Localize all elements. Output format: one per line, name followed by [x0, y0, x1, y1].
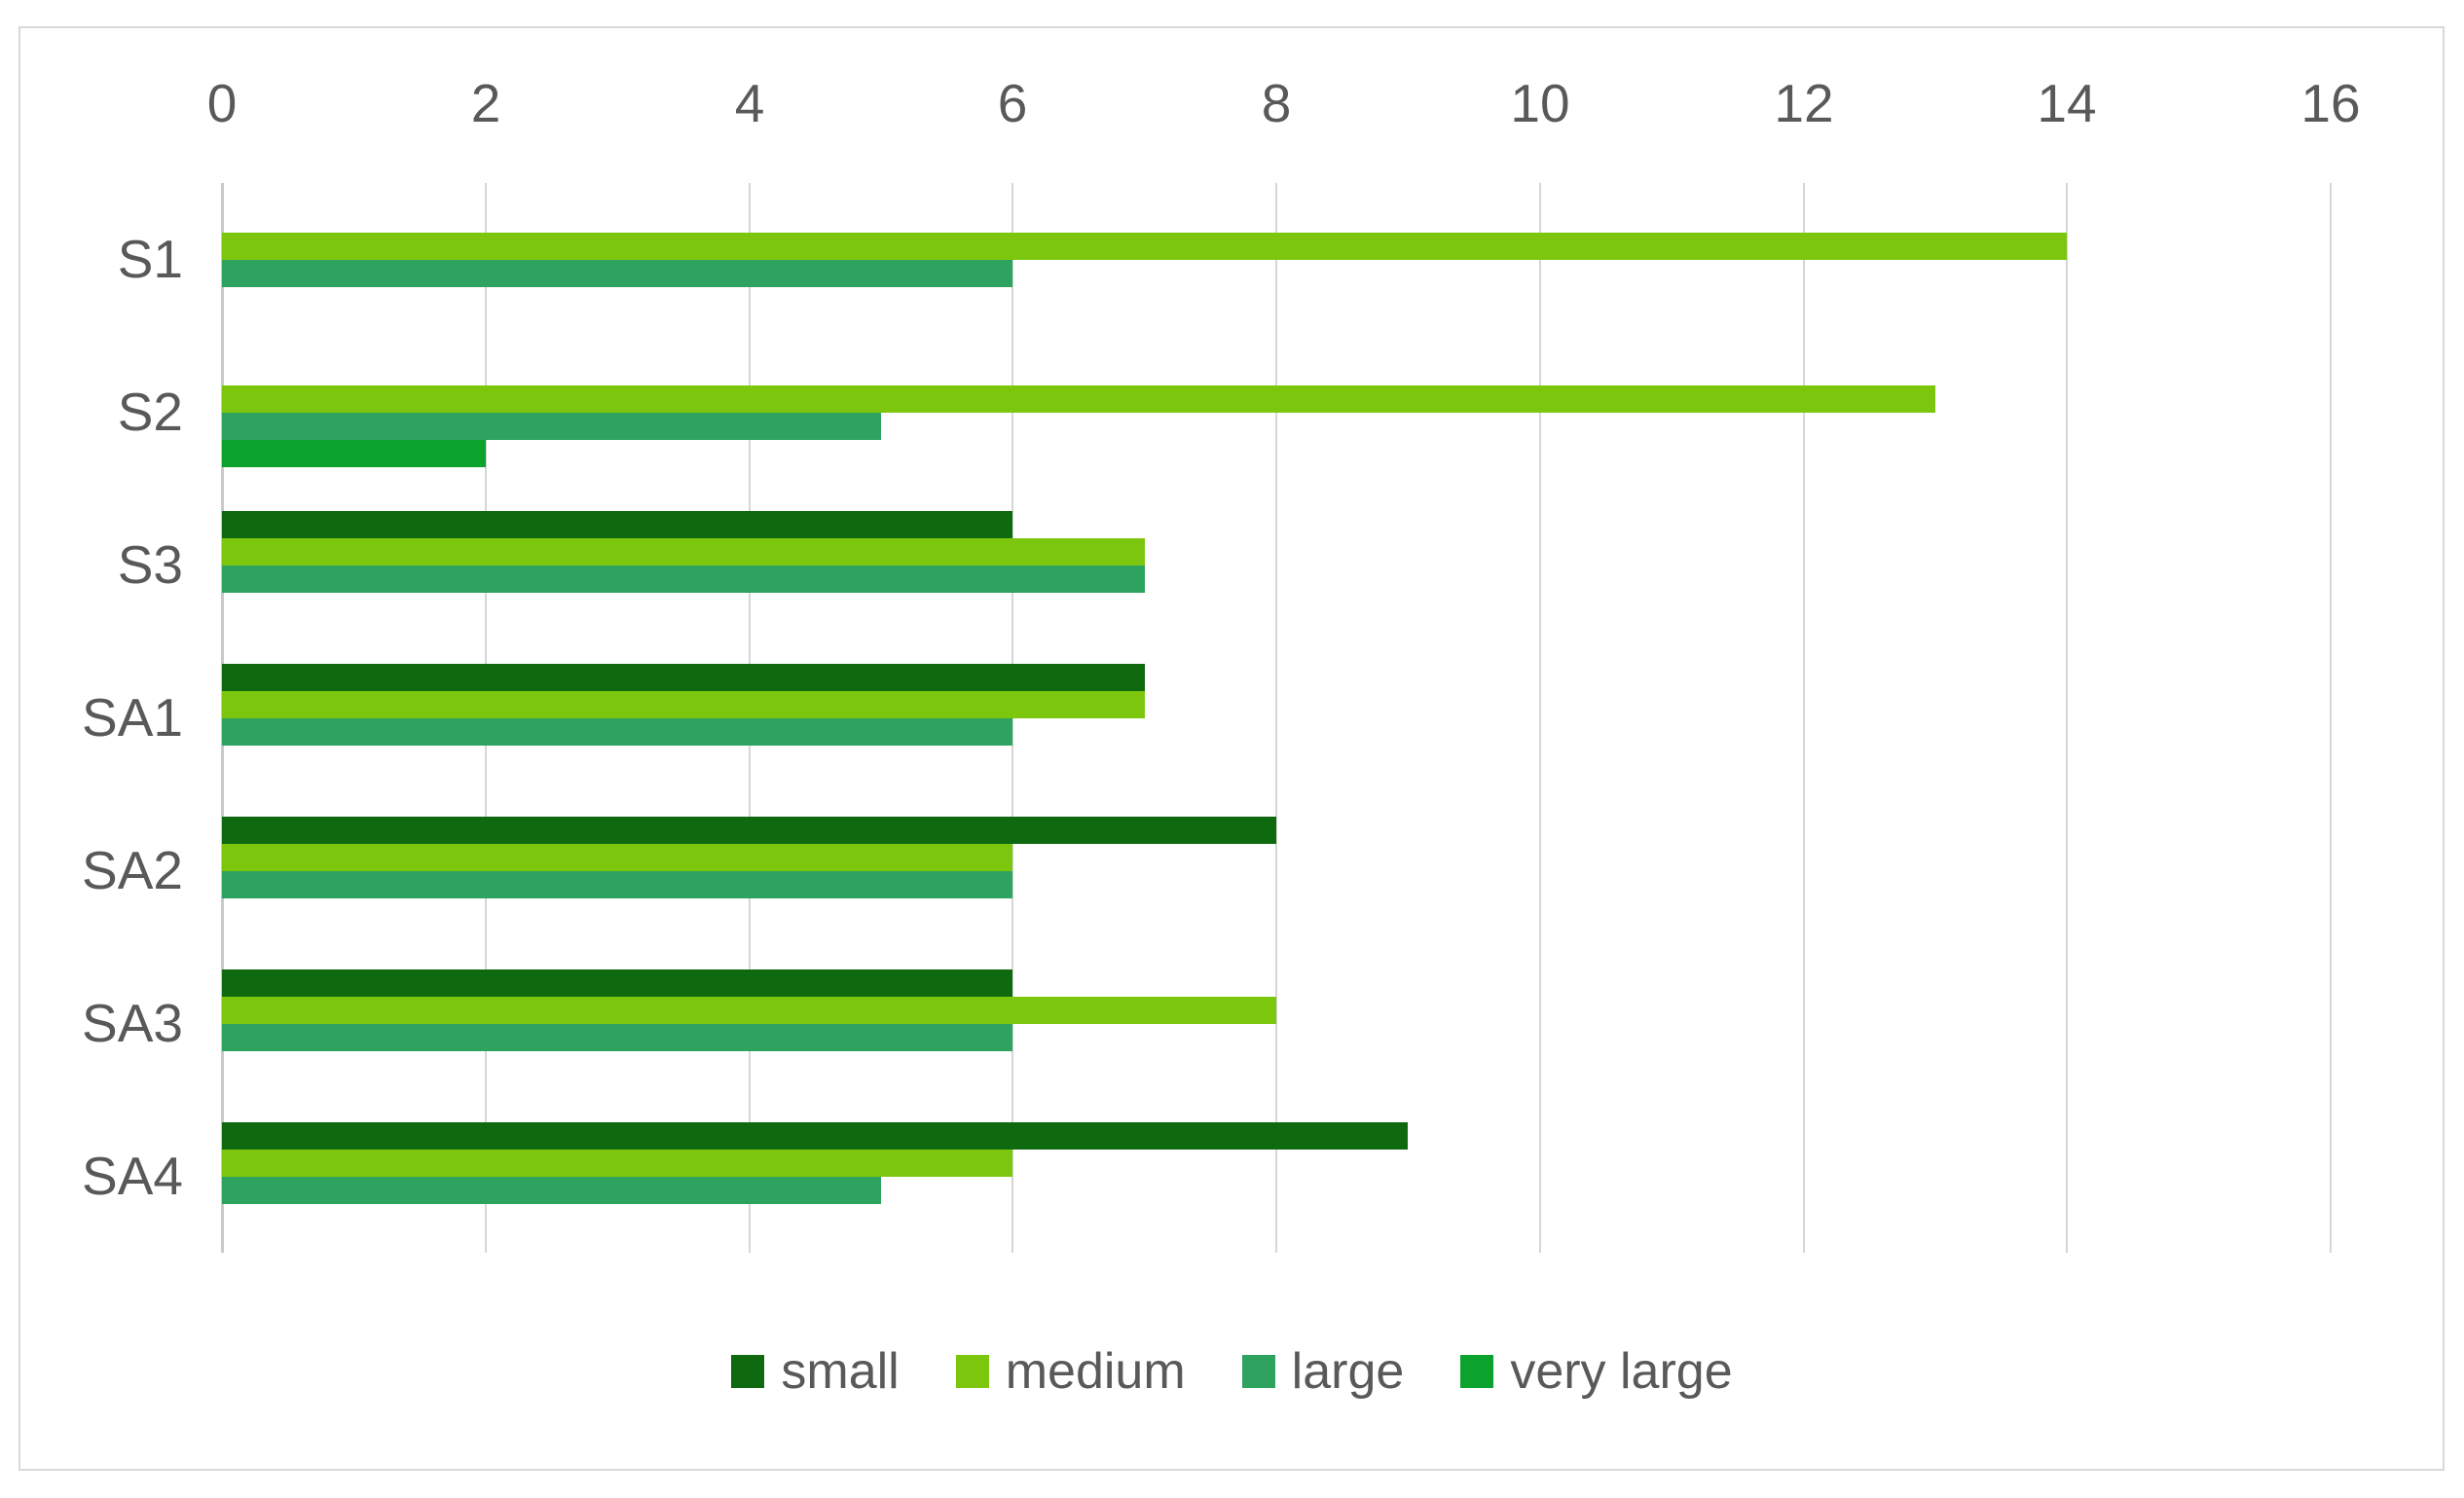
legend-item-very-large: very large — [1460, 1342, 1733, 1401]
x-tick-label: 16 — [2300, 73, 2361, 133]
category-label-SA4: SA4 — [82, 1146, 183, 1206]
bar-large-SA1 — [222, 718, 1013, 746]
legend-swatch-icon — [1241, 1355, 1275, 1388]
category-label-SA2: SA2 — [82, 840, 183, 900]
bar-medium-S3 — [222, 538, 1145, 566]
legend-label: very large — [1510, 1343, 1733, 1400]
bar-medium-SA4 — [222, 1150, 1013, 1177]
bar-medium-SA3 — [222, 997, 1276, 1024]
bar-small-S3 — [222, 511, 1013, 538]
legend-item-large: large — [1241, 1342, 1405, 1401]
gridline — [2330, 183, 2332, 1253]
legend-item-small: small — [731, 1342, 900, 1401]
x-tick-label: 10 — [1510, 73, 1570, 133]
x-tick-label: 14 — [2037, 73, 2097, 133]
legend-swatch-icon — [955, 1355, 989, 1388]
bar-medium-SA2 — [222, 844, 1013, 871]
bar-medium-S1 — [222, 233, 2068, 260]
category-label-S2: S2 — [117, 382, 183, 442]
plot-area — [221, 183, 2332, 1253]
gridline — [1275, 183, 1277, 1253]
x-tick-label: 6 — [997, 73, 1028, 133]
bar-large-SA3 — [222, 1024, 1013, 1051]
bar-large-SA2 — [222, 871, 1013, 898]
gridline — [1802, 183, 1805, 1253]
legend-swatch-icon — [1460, 1355, 1494, 1388]
bar-small-SA1 — [222, 664, 1145, 691]
bar-large-S3 — [222, 566, 1145, 593]
x-tick-label: 0 — [206, 73, 238, 133]
gridline — [1538, 183, 1541, 1253]
legend-swatch-icon — [731, 1355, 765, 1388]
x-tick-label: 4 — [734, 73, 765, 133]
legend: small medium large very large — [0, 1337, 2464, 1406]
category-label-S3: S3 — [117, 534, 183, 595]
bar-medium-S2 — [222, 385, 1935, 413]
category-label-S1: S1 — [117, 229, 183, 289]
category-label-SA1: SA1 — [82, 687, 183, 748]
bar-medium-SA1 — [222, 691, 1145, 718]
x-tick-label: 12 — [1774, 73, 1834, 133]
bar-small-SA3 — [222, 969, 1013, 997]
bar-small-SA2 — [222, 817, 1276, 844]
x-tick-label: 2 — [470, 73, 501, 133]
gridline — [2066, 183, 2069, 1253]
bar-large-S1 — [222, 260, 1013, 287]
legend-label: medium — [1005, 1343, 1186, 1400]
legend-item-medium: medium — [955, 1342, 1186, 1401]
bar-large-S2 — [222, 413, 881, 440]
legend-label: small — [781, 1343, 900, 1400]
bar-small-SA4 — [222, 1122, 1409, 1150]
bar-large-SA4 — [222, 1177, 881, 1204]
x-tick-label: 8 — [1261, 73, 1292, 133]
legend-label: large — [1291, 1343, 1405, 1400]
category-label-SA3: SA3 — [82, 993, 183, 1053]
bar-very-large-S2 — [222, 440, 486, 467]
